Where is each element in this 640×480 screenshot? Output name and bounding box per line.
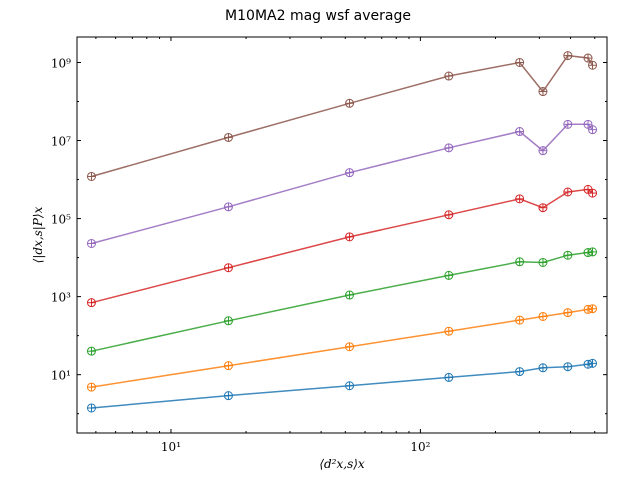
- series-4: [86, 184, 598, 308]
- series-2: [86, 304, 598, 392]
- series-line: [91, 251, 593, 352]
- tick-layer: 10¹ 10² 10¹ 10³ 10⁵ 10⁷ 10⁹: [51, 37, 607, 454]
- series-line: [91, 123, 594, 245]
- x-axis-label: ⟨d²x,s⟩x: [319, 457, 365, 471]
- series-6: [86, 51, 598, 181]
- y-tick-label: 10¹: [51, 369, 71, 383]
- y-tick-label: 10⁵: [51, 213, 71, 227]
- plot-frame: [76, 36, 608, 434]
- x-tick-label: 10²: [410, 440, 430, 454]
- x-tick-label: 10¹: [161, 440, 181, 454]
- series-layer: [86, 51, 598, 413]
- y-tick-label: 10³: [51, 291, 71, 305]
- series-1: [86, 358, 598, 413]
- chart-title: M10MA2 mag wsf average: [225, 8, 411, 24]
- series-line: [91, 54, 594, 178]
- y-axis-label: ⟨|dx,s|P⟩x: [31, 206, 45, 263]
- y-tick-label: 10⁷: [51, 135, 71, 149]
- y-tick-label: 10⁹: [51, 56, 71, 70]
- series-3: [86, 247, 598, 356]
- series-line: [91, 362, 593, 409]
- series-5: [86, 119, 598, 248]
- series-line: [91, 188, 593, 304]
